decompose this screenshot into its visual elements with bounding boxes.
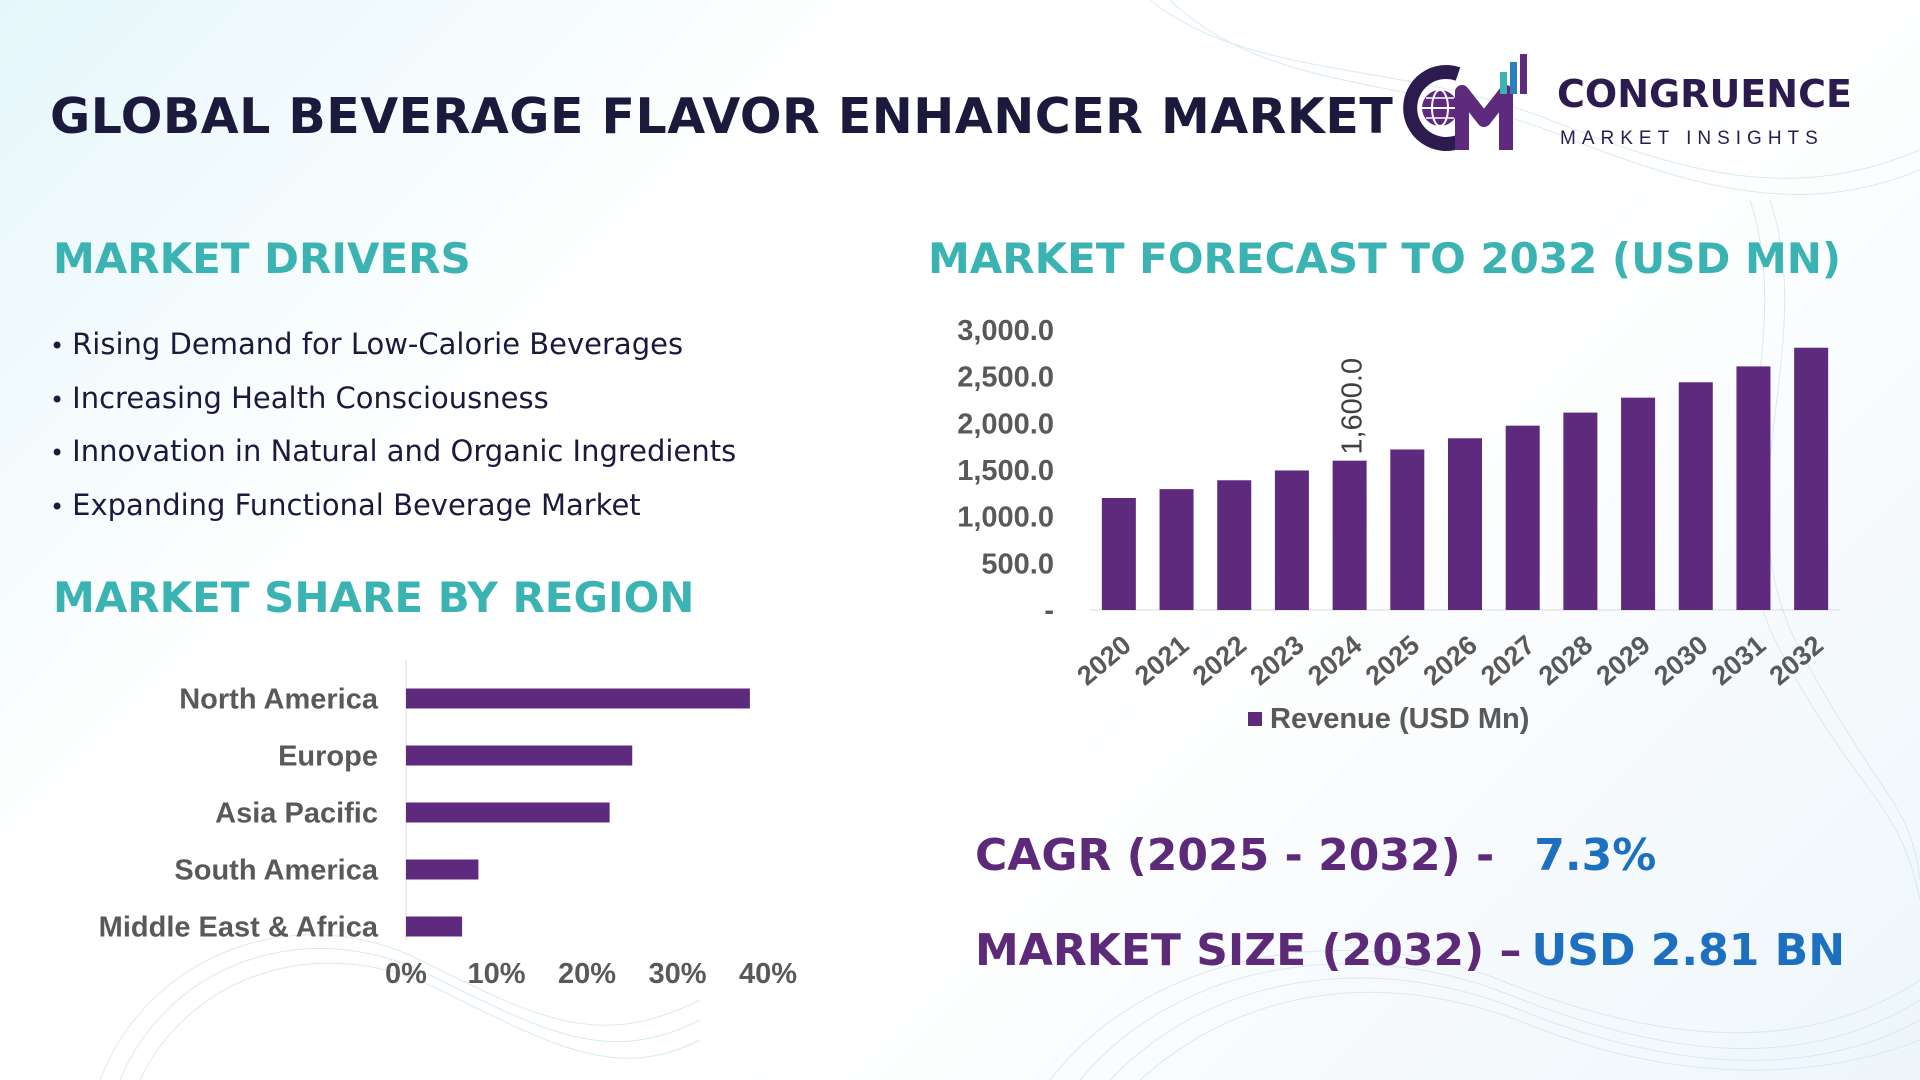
x-tick-label: 2024 — [1302, 630, 1367, 692]
tick-label: 20% — [558, 958, 616, 990]
x-tick-label: 2030 — [1648, 630, 1713, 692]
bar-north-america — [406, 688, 750, 709]
x-tick-label: 2025 — [1360, 630, 1425, 692]
bar-2023 — [1274, 470, 1309, 610]
forecast-heading: MARKET FORECAST TO 2032 (USD MN) — [928, 234, 1842, 283]
category-label: Europe — [278, 741, 378, 773]
bar-2028 — [1563, 412, 1598, 610]
logo-name: CONGRUENCE — [1557, 72, 1852, 116]
bar-asia-pacific — [406, 802, 610, 823]
y-tick-label: 2,000.0 — [957, 408, 1054, 440]
drivers-list: • Rising Demand for Low-Calorie Beverages… — [50, 322, 736, 536]
y-tick-label: 3,000.0 — [957, 315, 1054, 347]
list-item: • Expanding Functional Beverage Market — [50, 487, 641, 522]
bar-2024 — [1332, 460, 1367, 610]
y-tick-label: 2,500.0 — [957, 362, 1054, 394]
region-share-chart: North America Europe Asia Pacific South Ame… — [99, 660, 797, 990]
tick-label: 10% — [467, 958, 525, 990]
driver-text: Rising Demand for Low-Calorie Beverages — [72, 327, 684, 361]
legend-label: Revenue (USD Mn) — [1270, 703, 1529, 735]
bar-2029 — [1621, 397, 1656, 610]
bar-2030 — [1678, 382, 1713, 610]
y-tick-label: 1,000.0 — [957, 502, 1054, 534]
cagr-label: CAGR (2025 - 2032) - — [975, 830, 1495, 881]
market-size-label: MARKET SIZE (2032) – — [975, 925, 1522, 976]
bar-middle-east-africa — [406, 916, 463, 937]
tick-label: 30% — [648, 958, 706, 990]
x-tick-label: 2020 — [1071, 630, 1136, 692]
category-label: Asia Pacific — [215, 798, 378, 830]
y-tick-label: - — [1044, 595, 1054, 627]
x-tick-label: 2027 — [1475, 630, 1540, 692]
drivers-heading: MARKET DRIVERS — [53, 234, 471, 283]
bar-2026 — [1448, 438, 1482, 610]
page-title: GLOBAL BEVERAGE FLAVOR ENHANCER MARKET — [50, 88, 1394, 145]
cagr-value: 7.3% — [1534, 830, 1657, 881]
forecast-chart: - 500.0 1,000.0 1,500.0 2,000.0 2,500.0 3,000.… — [957, 315, 1840, 735]
y-tick-label: 500.0 — [981, 548, 1054, 580]
tick-label: 0% — [385, 958, 427, 990]
driver-text: Innovation in Natural and Organic Ingred… — [72, 434, 737, 468]
driver-text: Increasing Health Consciousness — [72, 380, 549, 415]
x-tick-label: 2029 — [1591, 630, 1656, 692]
bar-2032 — [1794, 347, 1829, 610]
logo-mark — [1403, 54, 1527, 151]
bar-2022 — [1217, 480, 1252, 610]
cagr-stat: CAGR (2025 - 2032) - 7.3% — [975, 830, 1656, 881]
bar-2027 — [1505, 425, 1540, 610]
category-label: North America — [179, 684, 379, 716]
list-item: • Increasing Health Consciousness — [50, 380, 549, 415]
x-tick-label: 2026 — [1418, 630, 1483, 692]
data-label: 1,600.0 — [1337, 358, 1369, 455]
region-heading: MARKET SHARE BY REGION — [53, 573, 695, 622]
legend-swatch — [1248, 712, 1262, 726]
driver-text: Expanding Functional Beverage Market — [72, 487, 641, 522]
x-tick-label: 2021 — [1129, 630, 1194, 692]
category-label: Middle East & Africa — [99, 912, 379, 944]
x-tick-label: 2032 — [1764, 630, 1829, 692]
bar-2025 — [1390, 449, 1425, 610]
bar-2020 — [1101, 498, 1136, 610]
market-size-stat: MARKET SIZE (2032) – USD 2.81 BN — [975, 925, 1845, 976]
x-tick-label: 2031 — [1706, 630, 1771, 692]
category-label: South America — [174, 855, 378, 887]
logo-tagline: MARKET INSIGHTS — [1560, 128, 1824, 149]
list-item: • Innovation in Natural and Organic Ingre… — [50, 434, 737, 468]
bar-2021 — [1159, 489, 1194, 610]
x-tick-label: 2028 — [1533, 630, 1598, 692]
tick-label: 40% — [739, 958, 797, 990]
y-tick-label: 1,500.0 — [957, 455, 1054, 487]
x-tick-label: 2022 — [1187, 630, 1252, 692]
x-tick-label: 2023 — [1244, 630, 1309, 692]
market-size-value: USD 2.81 BN — [1531, 925, 1846, 976]
bar-europe — [406, 745, 633, 766]
company-logo: CONGRUENCE MARKET INSIGHTS — [1400, 52, 1880, 162]
bar-south-america — [406, 859, 479, 880]
bar-2031 — [1736, 366, 1771, 610]
list-item: • Rising Demand for Low-Calorie Beverages — [50, 327, 684, 361]
